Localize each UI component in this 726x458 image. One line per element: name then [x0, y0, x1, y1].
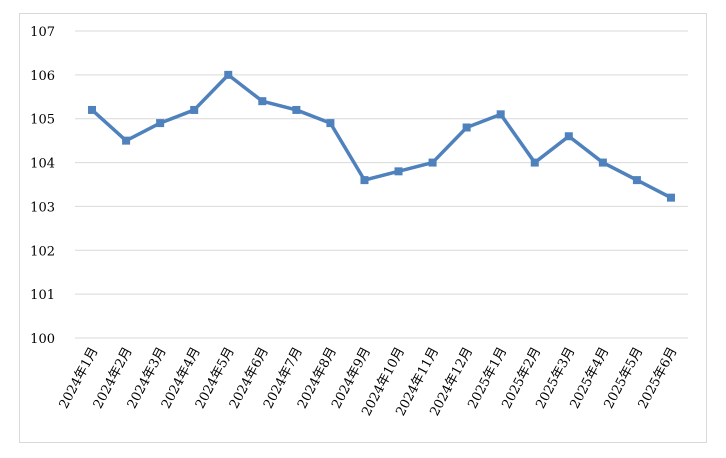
data-marker	[224, 70, 233, 79]
y-tick-label: 101	[30, 288, 55, 303]
data-marker	[122, 136, 131, 145]
data-marker	[258, 97, 267, 106]
data-marker	[564, 132, 573, 141]
data-marker	[326, 119, 335, 128]
data-marker	[496, 110, 505, 119]
data-marker	[292, 105, 301, 114]
data-marker	[666, 193, 675, 202]
y-tick-label: 105	[30, 113, 55, 128]
data-marker	[190, 105, 199, 114]
y-tick-label: 107	[30, 25, 55, 40]
data-marker	[428, 158, 437, 167]
chart-border	[19, 13, 707, 443]
data-marker	[394, 167, 403, 176]
y-tick-label: 102	[30, 244, 55, 259]
data-marker	[360, 176, 369, 185]
data-marker	[88, 105, 97, 114]
data-marker	[530, 158, 539, 167]
data-marker	[156, 119, 165, 128]
data-line	[90, 73, 672, 200]
y-tick-label: 106	[30, 69, 55, 84]
y-tick-label: 103	[30, 200, 55, 215]
data-marker	[632, 176, 641, 185]
data-marker	[462, 123, 471, 132]
y-tick-label: 104	[30, 157, 55, 172]
y-tick-label: 100	[30, 332, 55, 347]
data-marker	[598, 158, 607, 167]
